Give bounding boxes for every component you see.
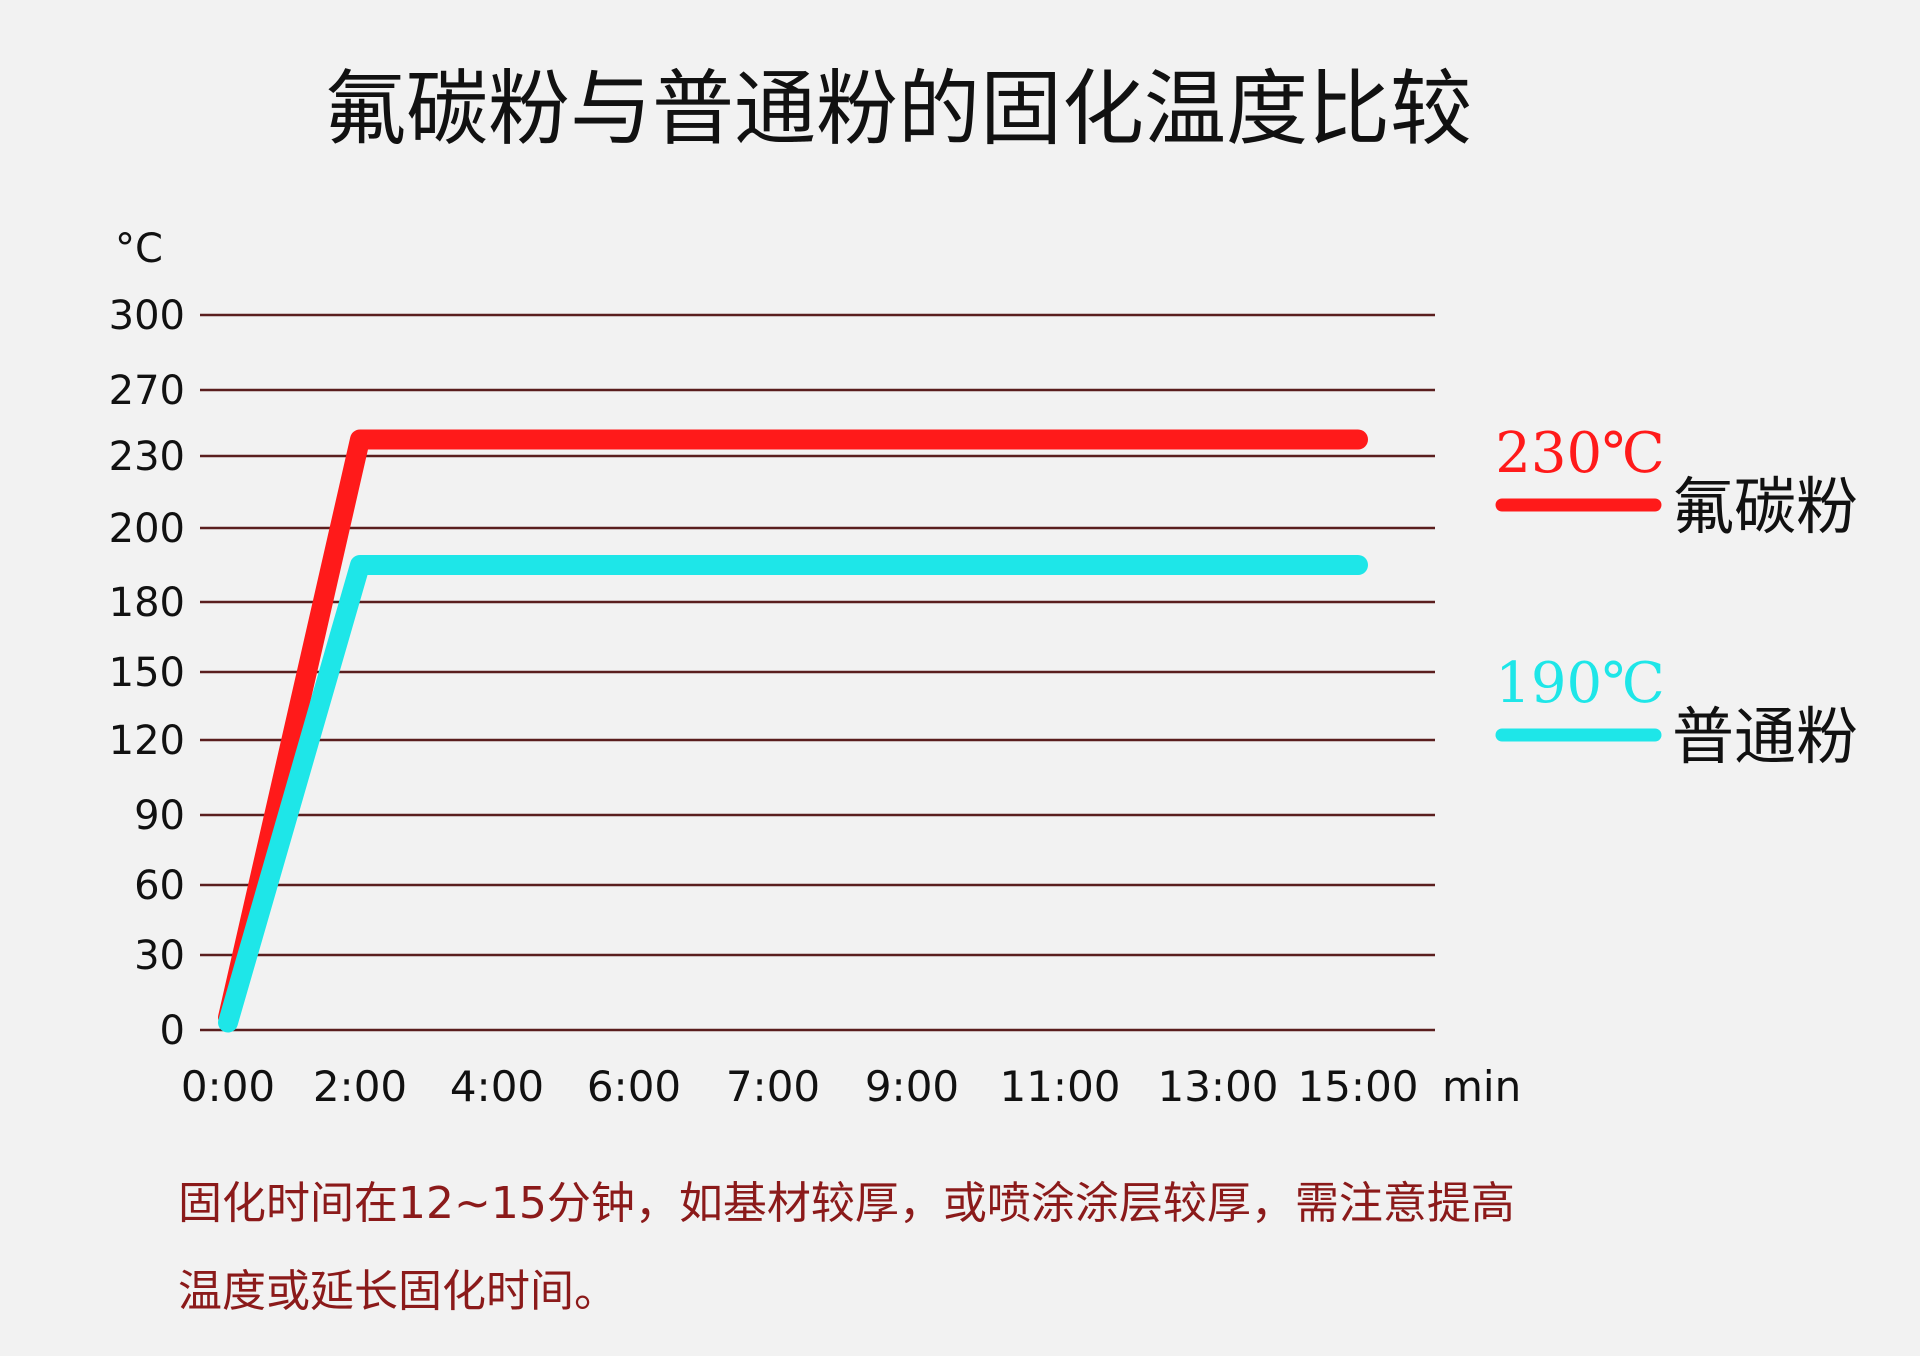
legend-value-0: 230℃ <box>1495 421 1665 486</box>
x-tick-label: 7:00 <box>726 1062 820 1111</box>
note-line-2: 温度或延长固化时间。 <box>178 1266 618 1317</box>
x-tick-label: 2:00 <box>313 1062 407 1111</box>
series-lines <box>218 429 1368 1033</box>
y-tick-label: 230 <box>109 434 185 480</box>
y-tick-label: 90 <box>134 793 185 839</box>
y-tick-label: 120 <box>109 718 185 764</box>
x-tick-label: 0:00 <box>181 1062 275 1111</box>
y-tick-label: 60 <box>134 863 185 909</box>
curing-note: 固化时间在12~15分钟，如基材较厚，或喷涂涂层较厚，需注意提高 温度或延长固化… <box>178 1160 1515 1336</box>
x-tick-label: 15:00 <box>1297 1062 1418 1111</box>
gridlines <box>200 313 1435 1032</box>
y-axis-unit: °C <box>115 226 163 272</box>
x-tick-label: 4:00 <box>450 1062 544 1111</box>
y-tick-label: 0 <box>160 1008 185 1054</box>
chart-title: 氟碳粉与普通粉的固化温度比较 <box>324 62 1472 157</box>
x-tick-label: 9:00 <box>865 1062 959 1111</box>
x-tick-label: 6:00 <box>587 1062 681 1111</box>
series-line-0 <box>218 429 1368 1028</box>
y-tick-label: 180 <box>109 580 185 626</box>
series-line-1 <box>218 555 1368 1033</box>
y-axis-ticks: 0 30 60 90 120 150 180 200 230 270 300 <box>109 293 185 1054</box>
x-tick-label: 11:00 <box>999 1062 1120 1111</box>
y-tick-label: 300 <box>109 293 185 339</box>
x-axis-unit: min <box>1442 1062 1521 1111</box>
legend-name-0: 氟碳粉 <box>1672 470 1858 543</box>
x-axis-ticks: 0:00 2:00 4:00 6:00 7:00 9:00 11:00 13:00 15:00 <box>181 1062 1419 1111</box>
y-tick-label: 270 <box>109 368 185 414</box>
x-tick-label: 13:00 <box>1157 1062 1278 1111</box>
y-tick-label: 150 <box>109 650 185 696</box>
legend-value-1: 190℃ <box>1495 651 1665 716</box>
legend-name-1: 普通粉 <box>1672 700 1858 773</box>
y-tick-label: 30 <box>134 933 185 979</box>
note-line-1: 固化时间在12~15分钟，如基材较厚，或喷涂涂层较厚，需注意提高 <box>178 1178 1515 1229</box>
y-tick-label: 200 <box>109 506 185 552</box>
